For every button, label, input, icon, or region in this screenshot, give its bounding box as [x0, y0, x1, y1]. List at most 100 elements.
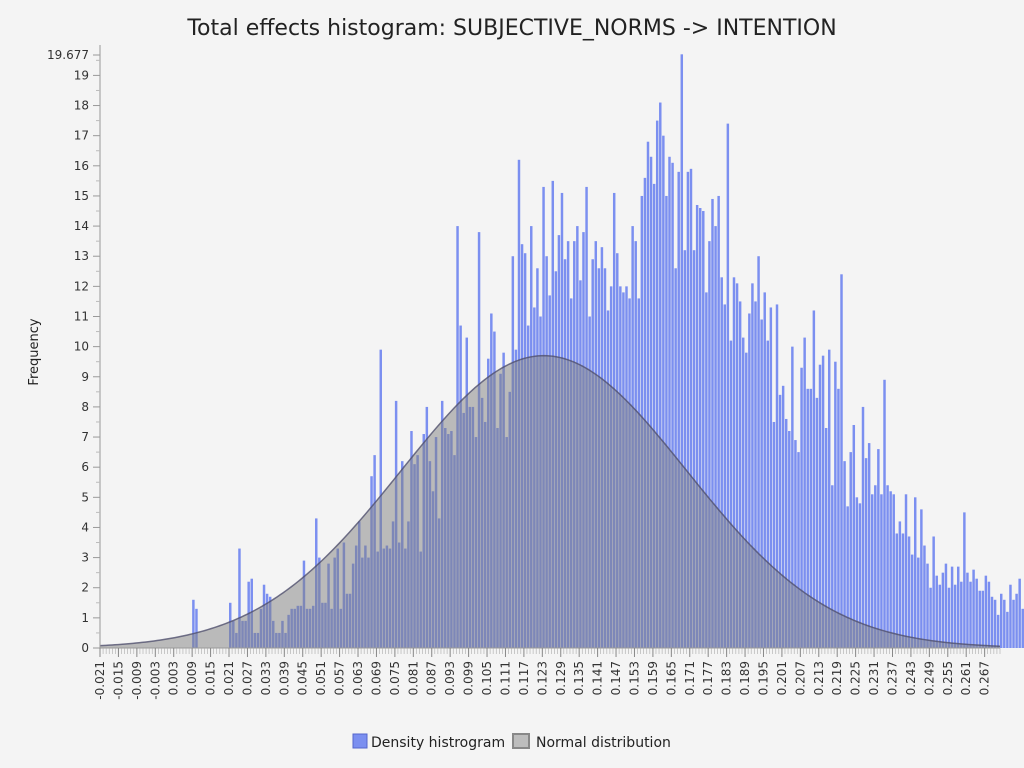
- histogram-bar: [932, 536, 935, 648]
- histogram-bar: [751, 283, 754, 648]
- x-tick-label: 0.105: [480, 661, 494, 695]
- y-tick-label: 16: [74, 159, 89, 173]
- y-tick-label: 15: [74, 189, 89, 203]
- histogram-bar: [662, 135, 665, 648]
- histogram-bar: [935, 575, 938, 648]
- y-axis-label: Frequency: [27, 318, 42, 385]
- x-tick-label: 0.051: [314, 661, 328, 695]
- y-tick-label: 8: [81, 400, 89, 414]
- histogram-bar: [877, 449, 880, 648]
- histogram-bar: [812, 310, 816, 648]
- x-tick-label: 0.237: [885, 661, 899, 695]
- histogram-bar: [735, 283, 739, 648]
- histogram-bar: [708, 241, 711, 648]
- y-tick-label: 6: [81, 460, 89, 474]
- histogram-bar: [917, 557, 920, 648]
- x-tick-label: 0.261: [959, 661, 973, 695]
- histogram-bar: [904, 494, 908, 648]
- histogram-bar: [698, 208, 702, 648]
- histogram-bar: [732, 277, 736, 648]
- histogram-bar: [683, 250, 687, 648]
- histogram-bar: [791, 346, 794, 648]
- y-top-tick-label: 19.677: [47, 48, 89, 62]
- x-tick-label: 0.123: [535, 661, 549, 695]
- histogram-bar: [646, 141, 650, 648]
- histogram-bar: [655, 120, 659, 649]
- x-tick-label: 0.195: [756, 661, 770, 695]
- histogram-bar: [950, 566, 954, 648]
- histogram-bar: [806, 388, 809, 648]
- histogram-bar: [714, 226, 717, 648]
- histogram-bar: [809, 388, 813, 648]
- x-tick-label: 0.039: [277, 661, 291, 695]
- histogram-bar: [978, 590, 981, 648]
- histogram-bar: [723, 304, 727, 648]
- histogram-bar: [769, 307, 773, 648]
- x-tick-label: 0.117: [517, 661, 531, 695]
- histogram-bar: [748, 313, 751, 648]
- histogram-bar: [643, 177, 647, 648]
- histogram-bar: [987, 581, 991, 648]
- histogram-bar: [692, 250, 696, 648]
- histogram-bar: [849, 452, 852, 648]
- histogram-bar: [1009, 584, 1012, 648]
- histogram-bar: [1006, 611, 1009, 648]
- histogram-bar: [972, 569, 975, 648]
- histogram-bar: [760, 319, 763, 648]
- y-tick-label: 5: [81, 490, 89, 504]
- x-tick-label: 0.021: [222, 661, 236, 695]
- histogram-bar: [803, 337, 806, 648]
- histogram-bar: [772, 421, 776, 648]
- x-tick-label: 0.255: [941, 661, 955, 695]
- x-tick-label: 0.003: [167, 661, 181, 695]
- x-tick-label: 0.069: [369, 661, 383, 695]
- histogram-bar: [192, 599, 195, 648]
- histogram-bar: [840, 274, 843, 648]
- histogram-bar: [686, 171, 690, 648]
- histogram-bar: [996, 614, 1000, 648]
- y-tick-label: 19: [74, 68, 89, 82]
- histogram-bar: [855, 497, 859, 648]
- x-tick-label: 0.219: [830, 661, 844, 695]
- histogram-bar: [984, 575, 988, 648]
- histogram-bar: [1003, 599, 1006, 648]
- histogram-bar: [843, 461, 846, 648]
- histogram-bar: [800, 367, 803, 648]
- histogram-bar: [941, 572, 945, 648]
- x-tick-label: 0.225: [849, 661, 863, 695]
- legend: Density histrogram Normal distribution: [352, 733, 671, 751]
- x-tick-label: 0.033: [259, 661, 273, 695]
- x-tick-label: 0.231: [867, 661, 881, 695]
- histogram-bar: [824, 428, 828, 648]
- histogram-bar: [870, 494, 874, 648]
- histogram-bar: [754, 301, 757, 648]
- x-tick-label: 0.177: [701, 661, 715, 695]
- histogram-bar: [864, 458, 868, 648]
- histogram-bar: [677, 171, 680, 648]
- histogram-bar: [766, 340, 770, 648]
- legend-label-density: Density histrogram: [371, 735, 505, 751]
- histogram-bar: [883, 379, 886, 648]
- histogram-bar: [238, 548, 241, 648]
- histogram-bar: [926, 563, 929, 648]
- normal-distribution-line: [99, 354, 1001, 647]
- histogram-bar: [1015, 593, 1018, 648]
- histogram-bar: [827, 349, 831, 648]
- histogram-bar: [867, 443, 871, 648]
- x-tick-label: 0.171: [683, 661, 697, 695]
- x-tick-label: 0.063: [351, 661, 365, 695]
- normal-distribution-area: [100, 355, 1000, 648]
- histogram-bar: [794, 440, 797, 648]
- histogram-bar: [901, 533, 905, 648]
- x-tick-label: 0.057: [333, 661, 347, 695]
- histogram-bar: [671, 162, 674, 649]
- x-tick-label: 0.189: [738, 661, 752, 695]
- histogram-bar: [981, 590, 985, 648]
- x-tick-label: 0.075: [388, 661, 402, 695]
- histogram-bar: [1021, 608, 1024, 648]
- chart-title: Total effects histogram: SUBJECTIVE_NORM…: [186, 16, 836, 41]
- histogram-bar: [990, 596, 994, 648]
- legend-swatch-normal: [512, 733, 530, 749]
